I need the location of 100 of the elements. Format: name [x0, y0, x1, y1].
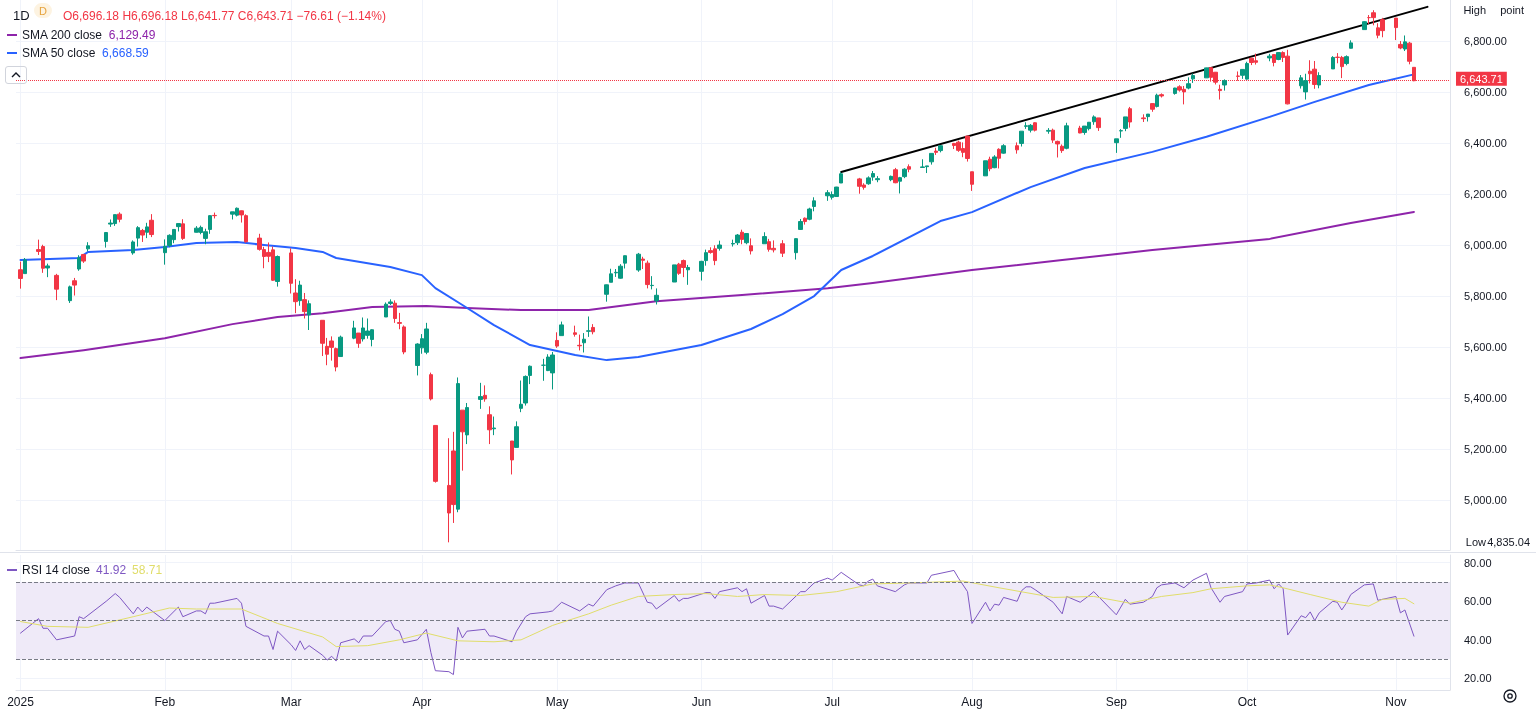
y-tick-label: 6,800.00	[1464, 34, 1507, 47]
candlestick	[307, 299, 311, 331]
y-tick-label: 5,400.00	[1464, 392, 1507, 405]
candlestick	[1015, 141, 1019, 155]
x-tick-label: Apr	[412, 695, 432, 709]
x-tick-label: May	[545, 695, 569, 709]
line-series	[19, 73, 1415, 362]
legend-label: SMA 50 close	[22, 46, 96, 60]
candlestick	[681, 259, 686, 278]
candlestick	[1272, 53, 1276, 67]
candlestick	[397, 312, 402, 330]
annotation: 6,668.59	[102, 46, 150, 60]
candlestick	[780, 239, 785, 258]
candlestick	[1055, 140, 1060, 158]
candlestick	[1141, 113, 1146, 123]
annotation: 58.71	[132, 563, 163, 577]
candlestick	[686, 264, 690, 286]
candlestick	[586, 315, 591, 338]
candlestick	[875, 175, 880, 183]
candlestick	[749, 237, 753, 255]
candlestick	[352, 320, 356, 340]
candlestick	[86, 241, 90, 252]
candlestick	[1362, 20, 1367, 31]
candlestick	[1276, 51, 1281, 61]
candlestick	[1186, 76, 1191, 90]
candlestick	[893, 167, 898, 184]
legend-label: RSI 14 close	[22, 563, 91, 577]
candlestick	[514, 420, 519, 448]
candlestick	[393, 299, 397, 324]
text: 1D	[13, 8, 30, 23]
candlestick	[1191, 73, 1195, 84]
candlestick	[68, 285, 72, 304]
candlestick	[483, 384, 487, 403]
candlestick	[1033, 121, 1037, 132]
candlestick	[460, 409, 465, 472]
text: O6,696.18 H6,696.18 L6,641.77 C6,643.71 −76.61 (−1.14%)	[63, 9, 386, 23]
candlestick	[717, 240, 722, 252]
ref-line-label: 6,643.71	[1460, 72, 1503, 85]
candlestick	[929, 152, 934, 166]
x-tick-label: Aug	[961, 695, 983, 709]
candlestick	[1317, 71, 1321, 89]
candlestick	[329, 335, 334, 362]
candlestick	[356, 332, 361, 349]
candlestick	[636, 252, 641, 273]
candlestick	[293, 278, 298, 314]
candlestick	[1119, 128, 1123, 139]
candlestick	[212, 212, 217, 219]
candlestick	[108, 218, 113, 228]
candlestick	[1046, 127, 1051, 135]
x-tick-label: 2025	[7, 695, 35, 709]
candlestick	[794, 237, 798, 261]
candlestick	[866, 175, 871, 186]
candlestick	[167, 233, 172, 248]
candlestick	[388, 298, 393, 306]
x-tick-label: Nov	[1385, 695, 1407, 709]
candlestick	[81, 253, 86, 264]
candlestick	[731, 239, 735, 248]
candlestick	[456, 376, 460, 513]
candlestick	[1114, 138, 1119, 154]
candlestick	[907, 163, 911, 173]
y-tick-label: 80.00	[1464, 556, 1492, 569]
candlestick	[181, 218, 185, 241]
candlestick	[1096, 117, 1101, 132]
candlestick	[1218, 84, 1222, 101]
y-tick-label: 6,400.00	[1464, 136, 1507, 149]
candlestick	[771, 239, 776, 253]
candlestick	[1403, 34, 1407, 52]
candlestick	[1173, 87, 1177, 96]
candlestick	[1078, 125, 1082, 134]
candlestick	[402, 324, 406, 355]
line-series	[19, 210, 1415, 360]
candlestick	[275, 254, 280, 288]
candlestick	[650, 275, 654, 290]
candlestick	[825, 189, 830, 202]
candlestick	[302, 292, 307, 320]
line-series	[20, 580, 1415, 648]
candlestick	[934, 147, 938, 156]
x-tick-label: Sep	[1105, 695, 1128, 709]
candlestick	[104, 231, 108, 249]
x-tick-label: Jun	[691, 695, 712, 709]
candlestick	[902, 167, 907, 179]
candlestick	[1349, 39, 1353, 49]
candlestick	[1082, 125, 1087, 136]
candlestick	[433, 424, 438, 484]
candlestick	[163, 238, 167, 266]
candlestick	[45, 263, 50, 278]
candlestick	[997, 147, 1001, 169]
candlestick	[1064, 122, 1069, 150]
y-tick-label: 6,000.00	[1464, 239, 1507, 252]
y-tick-label: 5,200.00	[1464, 443, 1507, 456]
y-tick-label: 40.00	[1464, 633, 1492, 646]
candlestick	[956, 140, 961, 153]
candlestick	[145, 222, 149, 239]
candlestick	[23, 257, 27, 275]
candlestick	[298, 280, 302, 307]
y-tick-label: 6,600.00	[1464, 85, 1507, 98]
candlestick	[510, 440, 514, 475]
x-tick-label: Oct	[1237, 695, 1258, 709]
candlestick	[555, 331, 559, 349]
candlestick	[559, 321, 564, 337]
